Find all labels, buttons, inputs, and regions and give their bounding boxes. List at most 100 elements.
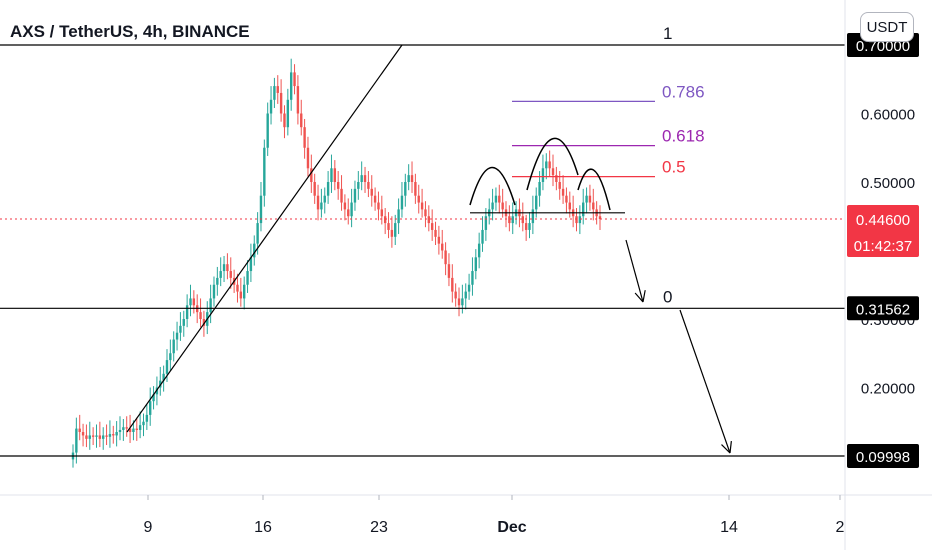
candle-body [81,432,85,436]
candle-body [323,195,326,203]
candle-body [202,318,206,326]
candle-body [289,72,293,100]
candle-body [434,229,437,237]
candle-body [360,175,363,182]
candle-body [169,353,172,361]
candle-body [457,298,461,306]
candle-body [249,257,253,272]
candle-body [588,195,592,203]
candle-body [162,373,165,381]
candle-body [263,147,266,196]
candle-body [464,291,467,299]
candle-body [407,175,410,182]
candle-body [216,277,219,285]
candle-body [592,202,595,210]
candle-body [189,298,192,306]
candle-body [481,229,484,244]
candle-body [350,202,353,217]
arrow-to-fib-0-shaft [625,239,644,303]
x-tick-label: 14 [720,519,738,536]
candle-body [417,195,420,203]
candle-body [199,312,202,319]
candle-body [145,414,149,422]
candle-body [91,435,95,437]
candle-body [598,216,602,219]
candle-body [347,209,350,217]
candle-body [102,435,105,439]
candle-body [149,401,152,415]
candle-body [293,72,296,87]
candle-body [246,271,249,285]
candle-body [491,202,494,210]
candle-body [437,236,441,244]
candle-body [256,223,259,244]
arrow-to-support-head-b [729,441,732,454]
candle-body [535,195,538,210]
candle-body [122,427,125,430]
candle-body [132,428,135,433]
candle-body [551,168,555,176]
candle-body [209,298,212,313]
candle-body [373,195,377,203]
candle-body [471,271,474,285]
currency-button[interactable]: USDT [860,12,914,42]
candle-body [367,181,370,189]
candle-body [444,250,447,265]
candle-body [414,181,417,196]
candle-body [310,168,313,182]
fib-label-fib-05: 0.5 [662,158,686,177]
candle-body [390,229,394,237]
candle-body [565,195,568,203]
symbol-title: AXS / TetherUS, 4h, BINANCE [10,22,250,41]
candle-body [397,209,400,224]
y-tick-label: 0.50000 [861,175,915,192]
last-price-badge [847,204,919,257]
level-price-text: 0.70000 [856,38,910,55]
candle-body [182,318,185,326]
candle-body [498,195,501,203]
candle-body [545,161,548,169]
candle-body [152,394,155,402]
candle-body [118,429,122,433]
candle-body [451,277,454,292]
candle-body [454,291,457,299]
candle-body [333,168,337,182]
candle-body [112,434,115,436]
candle-body [125,427,128,429]
candle-body [212,284,216,299]
candle-body [575,216,578,224]
candle-body [383,216,387,224]
candle-body [521,216,524,224]
candle-body [430,223,434,230]
candle-body [394,223,397,237]
candle-body [508,216,511,224]
candle-body [441,243,444,251]
candle-body [98,435,102,439]
candle-body [88,435,91,439]
candle-body [85,435,88,439]
candle-body [115,432,118,436]
candle-body [377,202,380,210]
candle-body [165,360,169,374]
chart-drawings: 1 0 0.786 0.618 0.5 [0,24,845,457]
candle-body [142,421,145,426]
candle-body [128,428,132,433]
candle-body [568,202,571,210]
candle-body [548,161,551,169]
candle-body [538,181,541,196]
candle-body [524,223,528,230]
candle-body [175,332,179,340]
candle-body [410,175,414,182]
candle-body [555,175,558,182]
candle-body [78,428,81,433]
candle-body [138,425,142,430]
candle-body [75,428,78,453]
candle-body [296,86,300,114]
candle-body [286,99,290,128]
candle-body [582,202,585,217]
candle-body [363,175,367,182]
candle-body [326,181,330,196]
candle-body [558,181,561,189]
